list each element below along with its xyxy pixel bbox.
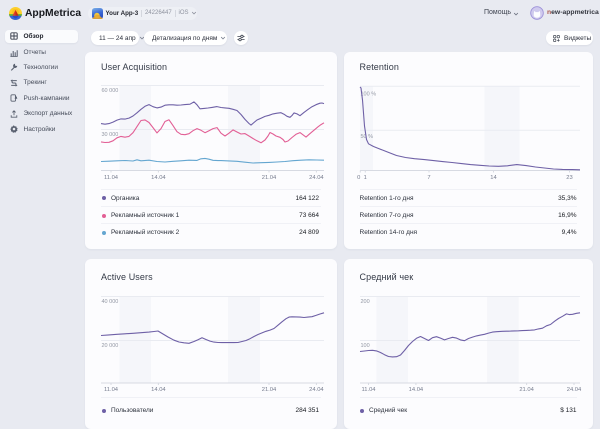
svg-text:24.04: 24.04 <box>566 387 581 393</box>
svg-text:1: 1 <box>363 175 366 181</box>
svg-text:21.04: 21.04 <box>519 387 534 393</box>
svg-text:50 %: 50 % <box>360 134 373 140</box>
svg-text:24.04: 24.04 <box>309 387 324 393</box>
svg-text:11.04: 11.04 <box>104 387 119 393</box>
svg-text:30 000: 30 000 <box>102 132 119 138</box>
svg-text:20 000: 20 000 <box>102 343 119 349</box>
svg-text:14.04: 14.04 <box>151 175 166 181</box>
svg-text:40 000: 40 000 <box>102 299 119 305</box>
svg-text:11.04: 11.04 <box>104 175 119 181</box>
svg-text:21.04: 21.04 <box>262 175 277 181</box>
svg-text:100: 100 <box>360 343 369 349</box>
svg-text:14.04: 14.04 <box>408 387 423 393</box>
svg-text:11.04: 11.04 <box>361 387 376 393</box>
svg-text:21.04: 21.04 <box>262 387 277 393</box>
svg-text:14: 14 <box>490 175 497 181</box>
svg-text:0: 0 <box>357 175 360 181</box>
svg-text:100 %: 100 % <box>360 92 376 98</box>
svg-text:200: 200 <box>360 299 369 305</box>
svg-text:23: 23 <box>566 175 572 181</box>
svg-text:24.04: 24.04 <box>309 175 324 181</box>
svg-text:60 000: 60 000 <box>102 88 119 94</box>
svg-text:7: 7 <box>427 175 430 181</box>
svg-text:14.04: 14.04 <box>151 387 166 393</box>
